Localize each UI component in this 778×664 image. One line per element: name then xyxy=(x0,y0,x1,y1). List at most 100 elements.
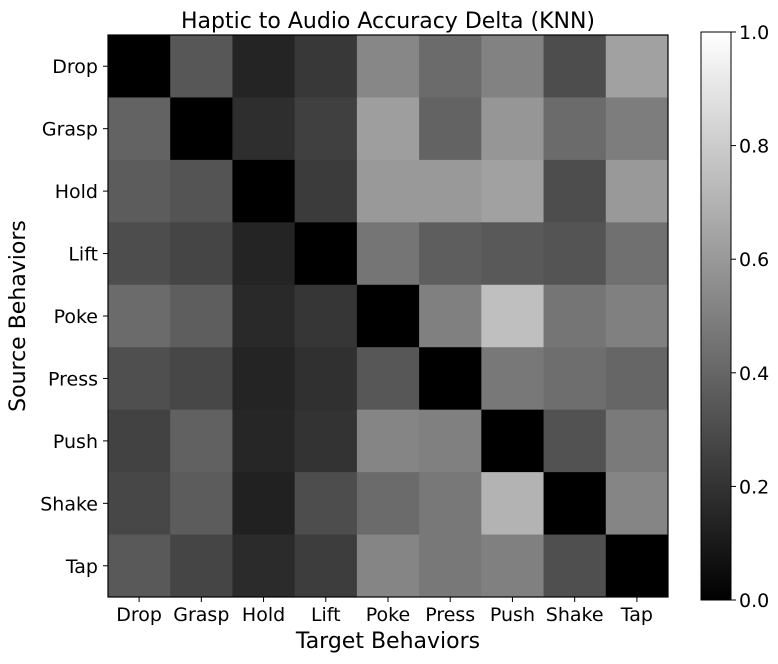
heatmap-cell-shake-shake xyxy=(543,472,607,536)
heatmap-cell-shake-grasp xyxy=(170,472,233,536)
heatmap-cell-press-grasp xyxy=(170,347,233,411)
heatmap-cell-grasp-push xyxy=(481,97,545,161)
heatmap-cells xyxy=(108,35,669,598)
heatmap-cell-press-drop xyxy=(108,347,171,411)
heatmap-cell-grasp-grasp xyxy=(170,97,233,161)
heatmap-cell-shake-drop xyxy=(108,472,171,536)
heatmap-cell-poke-grasp xyxy=(170,284,233,348)
heatmap-cell-lift-press xyxy=(419,222,482,286)
heatmap-cell-drop-tap xyxy=(605,35,669,98)
heatmap-cell-lift-tap xyxy=(605,222,669,286)
heatmap-cell-tap-tap xyxy=(605,534,669,598)
heatmap-cell-tap-push xyxy=(481,534,545,598)
heatmap-cell-hold-poke xyxy=(356,159,420,223)
heatmap-cell-press-lift xyxy=(294,347,358,411)
heatmap-cell-lift-poke xyxy=(356,222,420,286)
heatmap-cell-grasp-hold xyxy=(232,97,296,161)
y-tick-label-hold: Hold xyxy=(55,181,98,203)
heatmap-cell-hold-drop xyxy=(108,159,171,223)
heatmap-cell-lift-hold xyxy=(232,222,296,286)
heatmap-cell-hold-shake xyxy=(543,159,607,223)
colorbar-tick-label-1: 0.2 xyxy=(739,476,769,498)
heatmap-cell-drop-grasp xyxy=(170,35,233,98)
heatmap-cell-push-tap xyxy=(605,409,669,473)
heatmap-cell-grasp-poke xyxy=(356,97,420,161)
heatmap-cell-hold-hold xyxy=(232,159,296,223)
heatmap-cell-grasp-tap xyxy=(605,97,669,161)
heatmap-cell-hold-press xyxy=(419,159,482,223)
heatmap-cell-drop-drop xyxy=(108,35,171,98)
y-tick-label-drop: Drop xyxy=(52,56,98,78)
heatmap-cell-hold-push xyxy=(481,159,545,223)
heatmap-cell-drop-poke xyxy=(356,35,420,98)
heatmap-cell-tap-press xyxy=(419,534,482,598)
heatmap-cell-poke-poke xyxy=(356,284,420,348)
heatmap-cell-grasp-press xyxy=(419,97,482,161)
x-tick-label-push: Push xyxy=(490,604,535,626)
heatmap-cell-shake-poke xyxy=(356,472,420,536)
heatmap-cell-push-shake xyxy=(543,409,607,473)
colorbar xyxy=(700,31,732,601)
y-tick-label-poke: Poke xyxy=(54,306,98,328)
heatmap-cell-poke-shake xyxy=(543,284,607,348)
heatmap-cell-push-press xyxy=(419,409,482,473)
heatmap-cell-drop-hold xyxy=(232,35,296,98)
heatmap-cell-poke-drop xyxy=(108,284,171,348)
heatmap-cell-lift-grasp xyxy=(170,222,233,286)
x-tick-label-press: Press xyxy=(425,604,475,626)
heatmap-cell-hold-grasp xyxy=(170,159,233,223)
heatmap-cell-shake-push xyxy=(481,472,545,536)
x-tick-label-shake: Shake xyxy=(546,604,604,626)
heatmap-cell-poke-tap xyxy=(605,284,669,348)
heatmap-cell-tap-hold xyxy=(232,534,296,598)
colorbar-ticks: 0.0 0.2 0.4 0.6 0.8 1.0 xyxy=(731,22,769,612)
y-tick-label-lift: Lift xyxy=(68,244,98,266)
heatmap-cell-push-hold xyxy=(232,409,296,473)
heatmap-cell-poke-hold xyxy=(232,284,296,348)
heatmap-cell-shake-hold xyxy=(232,472,296,536)
colorbar-tick-label-0: 0.0 xyxy=(739,590,769,612)
heatmap-cell-tap-lift xyxy=(294,534,358,598)
heatmap-cell-push-lift xyxy=(294,409,358,473)
heatmap-cell-drop-lift xyxy=(294,35,358,98)
heatmap-cell-grasp-drop xyxy=(108,97,171,161)
heatmap-cell-hold-lift xyxy=(294,159,358,223)
heatmap-cell-drop-press xyxy=(419,35,482,98)
heatmap-cell-press-poke xyxy=(356,347,420,411)
heatmap-cell-press-hold xyxy=(232,347,296,411)
y-tick-label-press: Press xyxy=(48,368,98,390)
heatmap-cell-shake-press xyxy=(419,472,482,536)
x-tick-label-lift: Lift xyxy=(311,604,341,626)
heatmap-cell-press-push xyxy=(481,347,545,411)
heatmap-cell-lift-shake xyxy=(543,222,607,286)
heatmap-cell-shake-tap xyxy=(605,472,669,536)
x-axis-label: Target Behaviors xyxy=(295,629,480,654)
heatmap-cell-press-tap xyxy=(605,347,669,411)
x-axis-ticks: Drop Grasp Hold Lift Poke Press Push Shake Tap xyxy=(116,597,653,626)
heatmap-cell-push-drop xyxy=(108,409,171,473)
y-tick-label-shake: Shake xyxy=(40,493,98,515)
heatmap-cell-tap-grasp xyxy=(170,534,233,598)
heatmap-cell-drop-shake xyxy=(543,35,607,98)
chart-title: Haptic to Audio Accuracy Delta (KNN) xyxy=(181,9,595,34)
y-tick-label-push: Push xyxy=(53,431,98,453)
heatmap-cell-push-poke xyxy=(356,409,420,473)
heatmap-cell-push-push xyxy=(481,409,545,473)
heatmap-cell-lift-lift xyxy=(294,222,358,286)
x-tick-label-tap: Tap xyxy=(620,604,653,626)
x-tick-label-drop: Drop xyxy=(116,604,162,626)
heatmap-cell-grasp-lift xyxy=(294,97,358,161)
x-tick-label-poke: Poke xyxy=(366,604,410,626)
x-tick-label-grasp: Grasp xyxy=(173,604,229,626)
heatmap-cell-lift-drop xyxy=(108,222,171,286)
y-tick-label-grasp: Grasp xyxy=(42,119,98,141)
colorbar-tick-label-2: 0.4 xyxy=(739,363,769,385)
y-tick-label-tap: Tap xyxy=(65,556,98,578)
heatmap-cell-hold-tap xyxy=(605,159,669,223)
heatmap-cell-press-shake xyxy=(543,347,607,411)
y-axis-label: Source Behaviors xyxy=(6,220,31,412)
heatmap-cell-tap-poke xyxy=(356,534,420,598)
heatmap-cell-poke-lift xyxy=(294,284,358,348)
colorbar-tick-label-4: 0.8 xyxy=(739,136,769,158)
